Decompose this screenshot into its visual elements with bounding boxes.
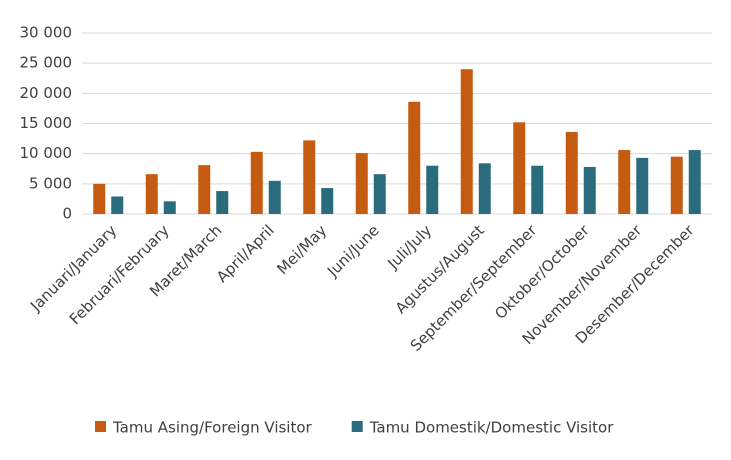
- bar: [408, 101, 421, 214]
- bar: [636, 157, 649, 214]
- x-tick-label: Agustus/August: [392, 221, 488, 317]
- bar: [198, 165, 211, 214]
- y-tick-label: 25 000: [20, 54, 73, 72]
- bar: [618, 150, 631, 214]
- bar: [565, 131, 578, 214]
- y-tick-label: 5 000: [29, 174, 72, 192]
- legend-label: Tamu Asing/Foreign Visitor: [112, 419, 313, 437]
- bar: [145, 174, 158, 214]
- bar: [303, 140, 316, 214]
- bar: [321, 188, 334, 214]
- bar: [268, 180, 281, 214]
- y-tick-label: 10 000: [20, 144, 73, 162]
- legend-swatch: [95, 421, 106, 432]
- x-tick-label: Oktober/October: [491, 221, 593, 323]
- bar: [355, 153, 368, 214]
- bar: [250, 151, 263, 214]
- x-tick-label: Februari/February: [66, 221, 173, 328]
- bar: [111, 196, 124, 214]
- bar: [583, 166, 596, 214]
- legend-swatch: [351, 421, 363, 432]
- bar: [670, 156, 683, 214]
- legend-label: Tamu Domestik/Domestic Visitor: [369, 419, 615, 437]
- bar: [478, 163, 491, 214]
- x-tick-label: Juli/July: [383, 221, 435, 273]
- bar: [163, 201, 176, 214]
- x-tick-label: Januari/January: [26, 221, 120, 315]
- x-tick-label: Mei/May: [273, 221, 330, 278]
- x-tick-label: April/April: [213, 221, 278, 286]
- bar: [460, 69, 473, 214]
- bar: [93, 183, 106, 214]
- y-tick-label: 30 000: [20, 24, 73, 42]
- y-tick-label: 0: [62, 205, 72, 223]
- bar: [426, 165, 439, 214]
- bar: [513, 122, 526, 214]
- y-tick-label: 15 000: [20, 114, 73, 132]
- y-tick-label: 20 000: [20, 84, 73, 102]
- bar: [373, 174, 386, 214]
- bar: [688, 150, 701, 214]
- bar: [531, 165, 544, 214]
- bar: [216, 191, 229, 214]
- x-tick-label: Juni/June: [323, 221, 383, 281]
